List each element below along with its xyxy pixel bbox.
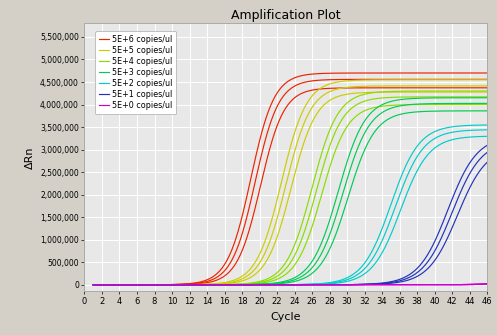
5E+4 copies/ul (90, 283, 96, 287)
5E+0 copies/ul (353, 283, 359, 287)
Line: 5E+2 copies/ul: 5E+2 copies/ul (93, 125, 487, 285)
5E+5 copies/ul (268, 219, 274, 223)
5E+1 copies/ul (90, 283, 96, 287)
5E+6 copies/ul (484, 71, 490, 75)
5E+5 copies/ul (323, 84, 329, 88)
5E+6 copies/ul (160, 283, 166, 287)
5E+3 copies/ul (160, 283, 166, 287)
5E+0 copies/ul (90, 283, 96, 287)
5E+1 copies/ul (353, 282, 359, 286)
5E+6 copies/ul (353, 71, 359, 75)
5E+5 copies/ul (191, 283, 197, 287)
5E+0 copies/ul (323, 283, 329, 287)
5E+2 copies/ul (191, 283, 197, 287)
5E+6 copies/ul (90, 283, 96, 287)
5E+5 copies/ul (353, 78, 359, 82)
5E+2 copies/ul (484, 123, 490, 127)
5E+2 copies/ul (160, 283, 166, 287)
5E+3 copies/ul (323, 231, 329, 235)
5E+1 copies/ul (191, 283, 197, 287)
5E+4 copies/ul (387, 89, 393, 93)
5E+6 copies/ul (323, 71, 329, 75)
Line: 5E+0 copies/ul: 5E+0 copies/ul (93, 284, 487, 285)
5E+2 copies/ul (268, 283, 274, 287)
5E+0 copies/ul (484, 282, 490, 286)
5E+0 copies/ul (387, 283, 393, 287)
5E+6 copies/ul (191, 281, 197, 285)
5E+0 copies/ul (160, 283, 166, 287)
5E+5 copies/ul (160, 283, 166, 287)
Line: 5E+3 copies/ul: 5E+3 copies/ul (93, 98, 487, 285)
5E+1 copies/ul (268, 283, 274, 287)
5E+5 copies/ul (387, 78, 393, 82)
Line: 5E+6 copies/ul: 5E+6 copies/ul (93, 73, 487, 285)
5E+1 copies/ul (484, 143, 490, 147)
5E+0 copies/ul (191, 283, 197, 287)
Y-axis label: ΔRn: ΔRn (24, 146, 34, 169)
Line: 5E+5 copies/ul: 5E+5 copies/ul (93, 80, 487, 285)
5E+3 copies/ul (268, 281, 274, 285)
5E+4 copies/ul (323, 140, 329, 144)
5E+1 copies/ul (387, 280, 393, 284)
Title: Amplification Plot: Amplification Plot (231, 9, 340, 22)
Line: 5E+1 copies/ul: 5E+1 copies/ul (93, 145, 487, 285)
5E+3 copies/ul (353, 135, 359, 139)
5E+0 copies/ul (268, 283, 274, 287)
5E+1 copies/ul (160, 283, 166, 287)
5E+2 copies/ul (323, 281, 329, 285)
5E+2 copies/ul (353, 270, 359, 274)
5E+2 copies/ul (90, 283, 96, 287)
5E+4 copies/ul (353, 95, 359, 99)
Legend: 5E+6 copies/ul, 5E+5 copies/ul, 5E+4 copies/ul, 5E+3 copies/ul, 5E+2 copies/ul, : 5E+6 copies/ul, 5E+5 copies/ul, 5E+4 cop… (95, 31, 176, 114)
Line: 5E+4 copies/ul: 5E+4 copies/ul (93, 91, 487, 285)
5E+5 copies/ul (484, 78, 490, 82)
5E+5 copies/ul (90, 283, 96, 287)
5E+6 copies/ul (268, 102, 274, 106)
5E+3 copies/ul (484, 96, 490, 100)
X-axis label: Cycle: Cycle (270, 312, 301, 322)
5E+3 copies/ul (90, 283, 96, 287)
5E+3 copies/ul (387, 100, 393, 104)
5E+1 copies/ul (323, 283, 329, 287)
5E+2 copies/ul (387, 206, 393, 210)
5E+4 copies/ul (268, 275, 274, 279)
5E+3 copies/ul (191, 283, 197, 287)
5E+4 copies/ul (484, 89, 490, 93)
5E+4 copies/ul (160, 283, 166, 287)
5E+4 copies/ul (191, 283, 197, 287)
5E+6 copies/ul (387, 71, 393, 75)
